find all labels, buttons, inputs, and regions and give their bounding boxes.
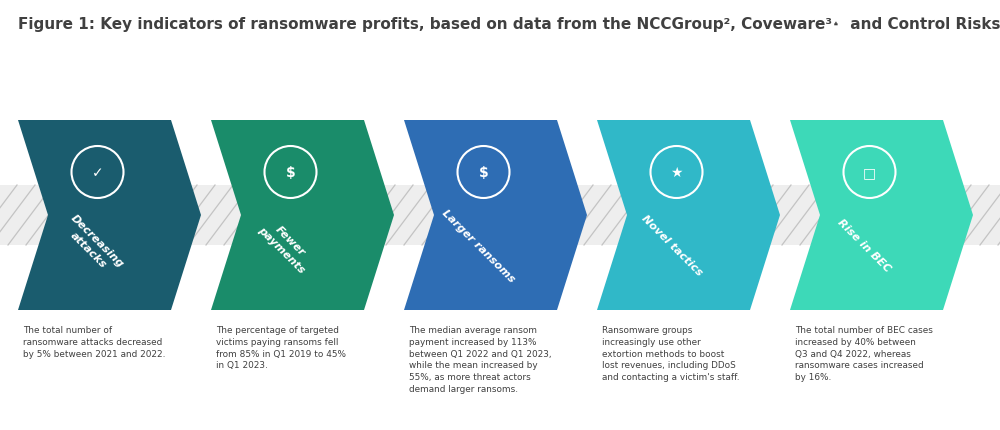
Text: Larger ransoms: Larger ransoms xyxy=(440,207,517,284)
Text: Rise in BEC: Rise in BEC xyxy=(836,217,893,274)
Polygon shape xyxy=(404,121,587,310)
Text: Fewer
payments: Fewer payments xyxy=(256,216,315,275)
Text: □: □ xyxy=(863,166,876,180)
Text: ✓: ✓ xyxy=(92,166,103,180)
Text: Ransomware groups
increasingly use other
extortion methods to boost
lost revenue: Ransomware groups increasingly use other… xyxy=(602,325,740,381)
Text: ★: ★ xyxy=(670,166,683,180)
Text: $: $ xyxy=(479,166,488,180)
Text: The percentage of targeted
victims paying ransoms fell
from 85% in Q1 2019 to 45: The percentage of targeted victims payin… xyxy=(216,325,346,369)
Text: The total number of BEC cases
increased by 40% between
Q3 and Q4 2022, whereas
r: The total number of BEC cases increased … xyxy=(795,325,933,381)
Text: Novel tactics: Novel tactics xyxy=(639,213,704,278)
Text: The total number of
ransomware attacks decreased
by 5% between 2021 and 2022.: The total number of ransomware attacks d… xyxy=(23,325,165,358)
Polygon shape xyxy=(597,121,780,310)
Text: The median average ransom
payment increased by 113%
between Q1 2022 and Q1 2023,: The median average ransom payment increa… xyxy=(409,325,552,393)
Text: $: $ xyxy=(286,166,295,180)
Text: Figure 1: Key indicators of ransomware profits, based on data from the NCCGroup²: Figure 1: Key indicators of ransomware p… xyxy=(18,17,1000,32)
Polygon shape xyxy=(18,121,201,310)
Polygon shape xyxy=(790,121,973,310)
Polygon shape xyxy=(211,121,394,310)
Polygon shape xyxy=(0,186,1000,246)
Text: Decreasing
attacks: Decreasing attacks xyxy=(60,213,125,278)
